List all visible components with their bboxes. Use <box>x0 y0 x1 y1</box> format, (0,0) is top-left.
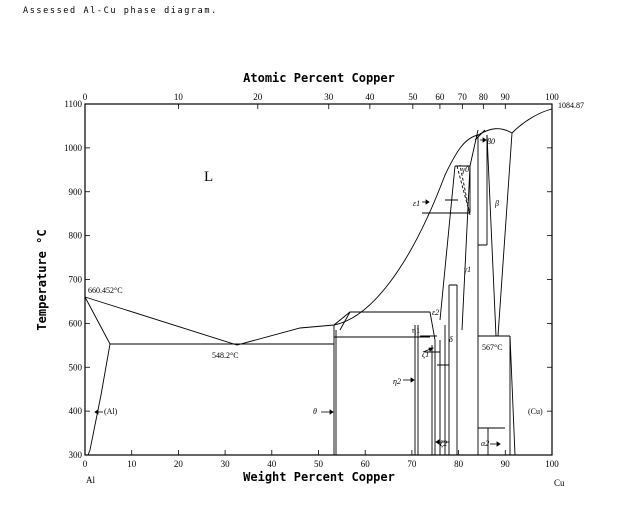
top-tick-label: 10 <box>174 92 184 102</box>
liquid-label: L <box>204 169 213 185</box>
y-tick-label: 1000 <box>64 143 83 153</box>
label-beta0: β0 <box>486 137 495 146</box>
top-tick-label: 40 <box>365 92 375 102</box>
eutectoid-label: 567°C <box>482 343 503 352</box>
y-tick-label: 600 <box>69 318 83 328</box>
bottom-tick-label: 30 <box>221 459 231 469</box>
label-epsilon1: ε1 <box>413 199 420 208</box>
top-tick-label: 80 <box>479 92 489 102</box>
top-axis-title: Atomic Percent Copper <box>243 71 395 85</box>
bottom-tick-label: 100 <box>545 459 559 469</box>
al-melting-label: 660.452°C <box>88 286 123 295</box>
bottom-axis-ticks: 0 10 20 30 40 50 60 70 80 90 100 <box>83 450 559 469</box>
bottom-tick-label: 60 <box>361 459 371 469</box>
figure-caption: Assessed Al-Cu phase diagram. <box>23 6 218 16</box>
top-tick-label: 50 <box>408 92 418 102</box>
label-theta: θ <box>313 407 317 416</box>
bottom-tick-label: 0 <box>83 459 88 469</box>
y-tick-label: 700 <box>69 275 83 285</box>
label-gamma0: γ0 <box>462 165 469 174</box>
label-delta: δ <box>449 335 453 344</box>
phase-arrows <box>94 137 501 447</box>
top-axis-ticks: 0 10 20 30 40 50 60 70 80 90 100 <box>83 92 559 109</box>
bottom-tick-label: 10 <box>127 459 137 469</box>
phase-boundaries <box>84 108 553 456</box>
eutectic-label: 548.2°C <box>212 351 239 360</box>
label-alpha2: α2 <box>481 439 489 448</box>
top-tick-label: 20 <box>253 92 263 102</box>
label-zeta2: ζ2 <box>440 439 447 448</box>
label-al-phase: (Al) <box>104 407 118 416</box>
top-tick-label: 60 <box>435 92 445 102</box>
label-gamma1: γ1 <box>464 265 471 274</box>
y-axis-ticks: 300 400 500 600 700 800 900 1000 1100 <box>64 99 552 460</box>
bottom-tick-label: 80 <box>454 459 464 469</box>
corner-label-al: Al <box>86 475 95 485</box>
y-tick-label: 500 <box>69 362 83 372</box>
y-tick-label: 400 <box>69 406 83 416</box>
label-cu-phase: (Cu) <box>528 407 543 416</box>
y-tick-label: 1100 <box>64 99 82 109</box>
bottom-tick-label: 20 <box>174 459 184 469</box>
bottom-tick-label: 70 <box>407 459 417 469</box>
label-eta1: η1 <box>412 326 420 335</box>
y-tick-label: 800 <box>69 231 83 241</box>
bottom-tick-label: 40 <box>267 459 277 469</box>
y-tick-label: 300 <box>69 450 83 460</box>
top-tick-label: 0 <box>83 92 88 102</box>
y-axis-title: Temperature °C <box>35 229 49 330</box>
plot-frame <box>84 103 553 456</box>
bottom-tick-label: 50 <box>314 459 324 469</box>
bottom-axis-title: Weight Percent Copper <box>243 470 395 484</box>
label-epsilon2: ε2 <box>432 308 439 317</box>
top-tick-label: 100 <box>545 92 559 102</box>
top-tick-label: 90 <box>501 92 511 102</box>
top-tick-label: 30 <box>324 92 334 102</box>
cu-melting-label: 1084.87 <box>558 101 584 110</box>
top-tick-label: 70 <box>458 92 468 102</box>
label-zeta1: ζ1 <box>422 350 429 359</box>
label-beta: β <box>494 199 499 208</box>
bottom-tick-label: 90 <box>501 459 511 469</box>
y-tick-label: 900 <box>69 187 83 197</box>
label-eta2: η2 <box>393 377 401 386</box>
corner-label-cu: Cu <box>554 478 565 488</box>
